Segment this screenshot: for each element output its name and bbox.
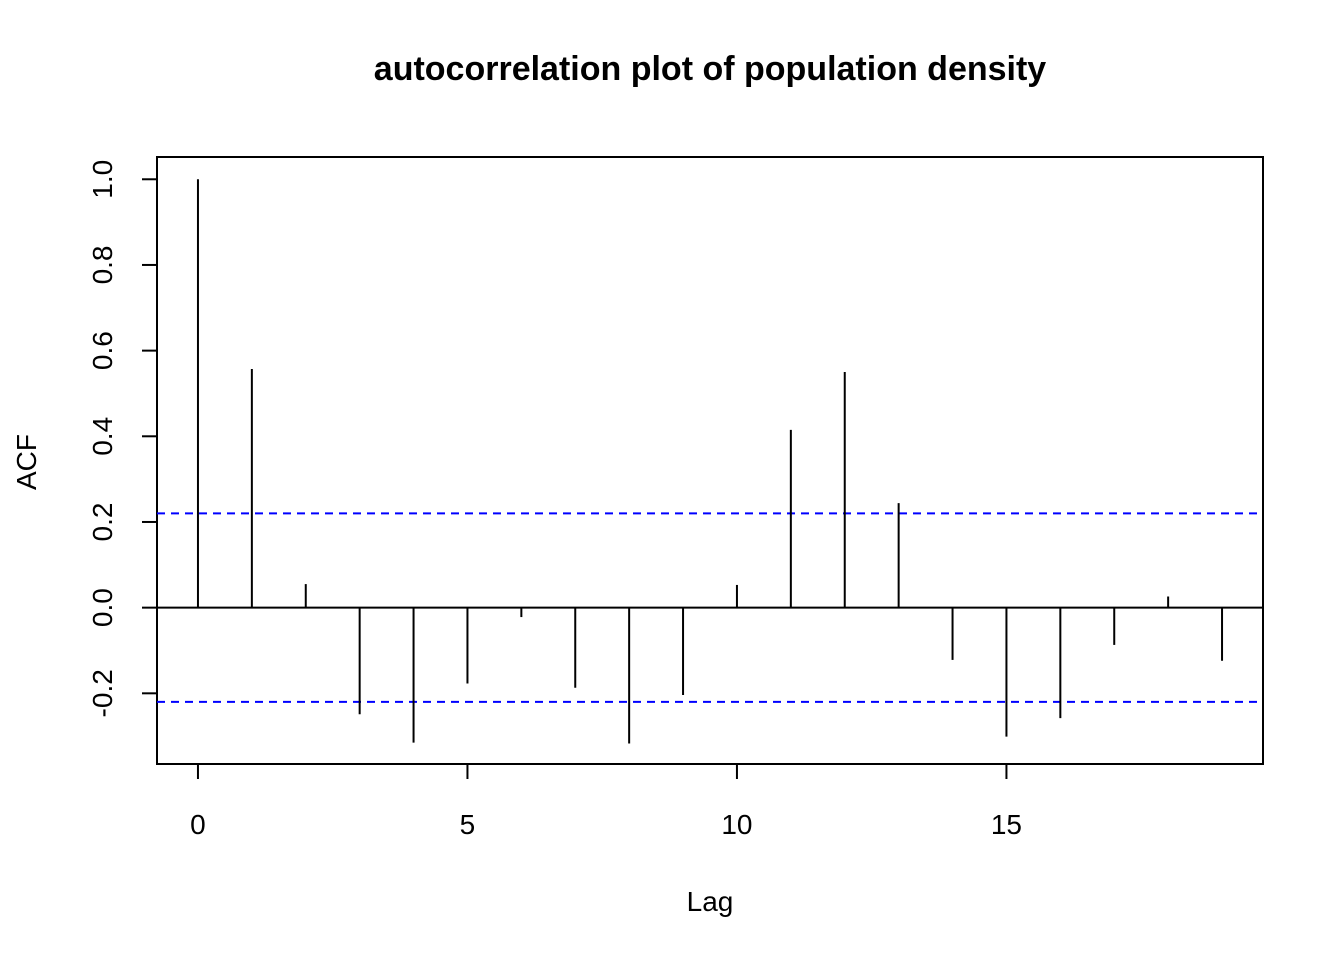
y-tick-label: -0.2 bbox=[87, 669, 118, 717]
y-axis: -0.2 0.0 0.2 0.4 0.6 0.8 1.0 bbox=[87, 160, 158, 717]
y-tick-label: 0.8 bbox=[87, 245, 118, 284]
confidence-bounds bbox=[157, 512, 1263, 703]
x-tick-label: 0 bbox=[190, 809, 206, 840]
y-axis-label: ACF bbox=[11, 434, 42, 490]
x-axis: 0 5 10 15 bbox=[190, 763, 1022, 840]
chart-title: autocorrelation plot of population densi… bbox=[374, 50, 1047, 88]
y-tick-label: 0.0 bbox=[87, 588, 118, 627]
plot-frame bbox=[156, 156, 1264, 765]
x-tick-label: 5 bbox=[460, 809, 476, 840]
x-axis-label: Lag bbox=[687, 886, 734, 917]
y-tick-label: 0.4 bbox=[87, 417, 118, 456]
y-tick-label: 0.6 bbox=[87, 331, 118, 370]
acf-spikes bbox=[196, 179, 1224, 744]
y-tick-label: 1.0 bbox=[87, 160, 118, 199]
x-tick-label: 10 bbox=[721, 809, 752, 840]
y-tick-label: 0.2 bbox=[87, 503, 118, 542]
x-tick-label: 15 bbox=[991, 809, 1022, 840]
